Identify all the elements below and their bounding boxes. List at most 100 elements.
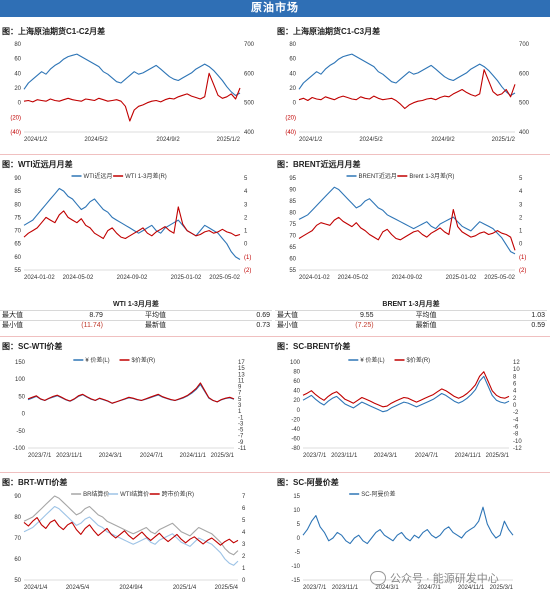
y-tick-label-left: 20 [293, 398, 300, 404]
x-tick-label: 2023/11/1 [332, 585, 359, 591]
legend-label: BRENT近远月 [359, 172, 397, 180]
x-tick-label: 2025-01-02 [446, 275, 477, 281]
x-tick-label: 2024/1/2 [299, 137, 323, 143]
y-tick-label-left: (20) [10, 115, 21, 121]
y-tick-label-left: -40 [291, 427, 300, 433]
x-tick-label: 2024/1/2 [24, 137, 48, 143]
y-tick-label-right: 10 [513, 367, 520, 373]
y-tick-label-left: 55 [14, 268, 21, 274]
series-line [23, 53, 241, 97]
legend-label: WTI 1-3月差(R) [125, 172, 167, 180]
y-tick-label-right: 12 [513, 360, 520, 366]
y-tick-label-right: -7 [238, 434, 244, 440]
y-tick-label-right: 6 [242, 506, 246, 512]
y-tick-label-right: -6 [513, 425, 519, 431]
y-tick-label-left: 90 [14, 176, 21, 182]
y-tick-label-right: 4 [513, 389, 517, 395]
y-tick-label-left: 65 [289, 245, 296, 251]
stats-label: 最小值 [0, 320, 52, 330]
y-tick-label-left: 0 [297, 536, 301, 542]
y-tick-label-left: 85 [289, 199, 296, 205]
y-tick-label-left: -100 [13, 446, 26, 452]
y-tick-label-left: 100 [290, 360, 301, 366]
x-tick-label: 2024/3/1 [375, 585, 399, 591]
y-tick-label-left: 65 [14, 242, 21, 248]
y-tick-label-left: 10 [293, 508, 300, 514]
stats-value: 0.59 [509, 320, 547, 330]
x-tick-label: 2023/7/1 [303, 453, 327, 459]
y-tick-label-right: 1 [238, 409, 242, 415]
x-tick-label: 2025/1/2 [492, 137, 516, 143]
y-tick-label-right: 2 [513, 396, 517, 402]
y-tick-label-right: 400 [519, 130, 530, 136]
x-tick-label: 2023/7/1 [28, 453, 52, 459]
x-tick-label: 2024/5/2 [359, 137, 383, 143]
x-tick-label: 2025-05-02 [484, 275, 515, 281]
chart-brt-wti: 90 80 70 60 50 7 6 5 4 3 2 1 0 2024/1/4 2024/5/4 2024/9… [14, 490, 246, 591]
y-tick-label-right: 600 [519, 71, 530, 77]
panel-title-brt-wti: 图：BRT-WTI价差 [2, 478, 68, 487]
y-tick-label-right: (2) [519, 268, 526, 274]
y-tick-label-left: 50 [14, 578, 21, 584]
y-tick-label-left: 95 [289, 176, 296, 182]
stats-table-brent: BRENT 1-3月月差 最大值 9.55 平均值 1.03 最小值 (7.25… [275, 300, 547, 330]
series-line [302, 375, 510, 413]
stats-value: (11.74) [51, 320, 105, 330]
panel-title-sc-c1c2: 图：上海原油期货C1-C2月差 [2, 27, 106, 36]
legend-label: BR结算价 [83, 490, 109, 498]
y-tick-label-right: 0 [519, 242, 523, 248]
stats-label: 平均值 [375, 310, 510, 321]
y-tick-label-left: -50 [16, 429, 25, 435]
stats-label: 最小值 [275, 320, 329, 330]
series-line [23, 505, 239, 566]
stats-row: 最小值 (11.74) 最新值 0.73 [0, 320, 272, 330]
y-tick-label-left: (40) [285, 130, 296, 136]
x-tick-label: 2024/11/1 [180, 453, 207, 459]
x-tick-label: 2025-01-02 [171, 275, 202, 281]
y-tick-label-right: -10 [513, 439, 522, 445]
x-tick-label: 2025/1/2 [217, 137, 241, 143]
y-tick-label-right: -8 [513, 432, 519, 438]
series-line [23, 206, 241, 240]
panel-title-wti-spread: 图：WTI近远月月差 [2, 160, 73, 169]
y-tick-label-right: 5 [519, 176, 523, 182]
x-tick-label: 2025/5/4 [215, 585, 239, 591]
y-tick-label-right: (1) [244, 255, 251, 261]
y-tick-label-right: 1 [244, 229, 248, 235]
y-tick-label-right: 7 [238, 391, 242, 397]
y-tick-label-right: 0 [244, 242, 248, 248]
x-tick-label: 2024/1/4 [24, 585, 48, 591]
y-tick-label-right: 1 [519, 229, 523, 235]
x-tick-label: 2024/7/1 [140, 453, 164, 459]
stats-row: 最大值 9.55 平均值 1.03 [275, 310, 547, 321]
x-tick-label: 2023/11/1 [331, 453, 358, 459]
stats-row: 最小值 (7.25) 最新值 0.59 [275, 320, 547, 330]
y-tick-label-right: -2 [513, 410, 519, 416]
row-divider [0, 472, 550, 473]
stats-label: 平均值 [104, 310, 236, 321]
x-tick-label: 2024-09-02 [392, 275, 423, 281]
x-tick-label: 2024/7/1 [415, 453, 439, 459]
legend-label: ¥ 价差(L) [85, 356, 109, 364]
y-tick-label-right: 0 [513, 403, 517, 409]
y-tick-label-left: 0 [18, 101, 22, 107]
y-tick-label-left: 70 [289, 234, 296, 240]
y-tick-label-right: 2 [519, 215, 523, 221]
y-tick-label-right: 3 [242, 542, 246, 548]
y-tick-label-left: 80 [289, 211, 296, 217]
legend-label: $价差(R) [132, 356, 156, 364]
x-tick-label: 2025/3/1 [211, 453, 235, 459]
legend-label: WTI结算价 [120, 490, 149, 498]
y-tick-label-right: 3 [519, 202, 523, 208]
y-tick-label-left: 60 [14, 557, 21, 563]
y-tick-label-right: 600 [244, 71, 255, 77]
series-line [298, 69, 516, 110]
x-tick-label: 2023/7/1 [303, 585, 327, 591]
y-tick-label-left: 20 [14, 86, 21, 92]
y-tick-label-left: 85 [14, 189, 21, 195]
series-line [298, 53, 516, 97]
row-divider [0, 154, 550, 155]
stats-value: 0.69 [235, 310, 272, 321]
stats-label: 最新值 [104, 320, 236, 330]
y-tick-label-left: 0 [297, 408, 301, 414]
